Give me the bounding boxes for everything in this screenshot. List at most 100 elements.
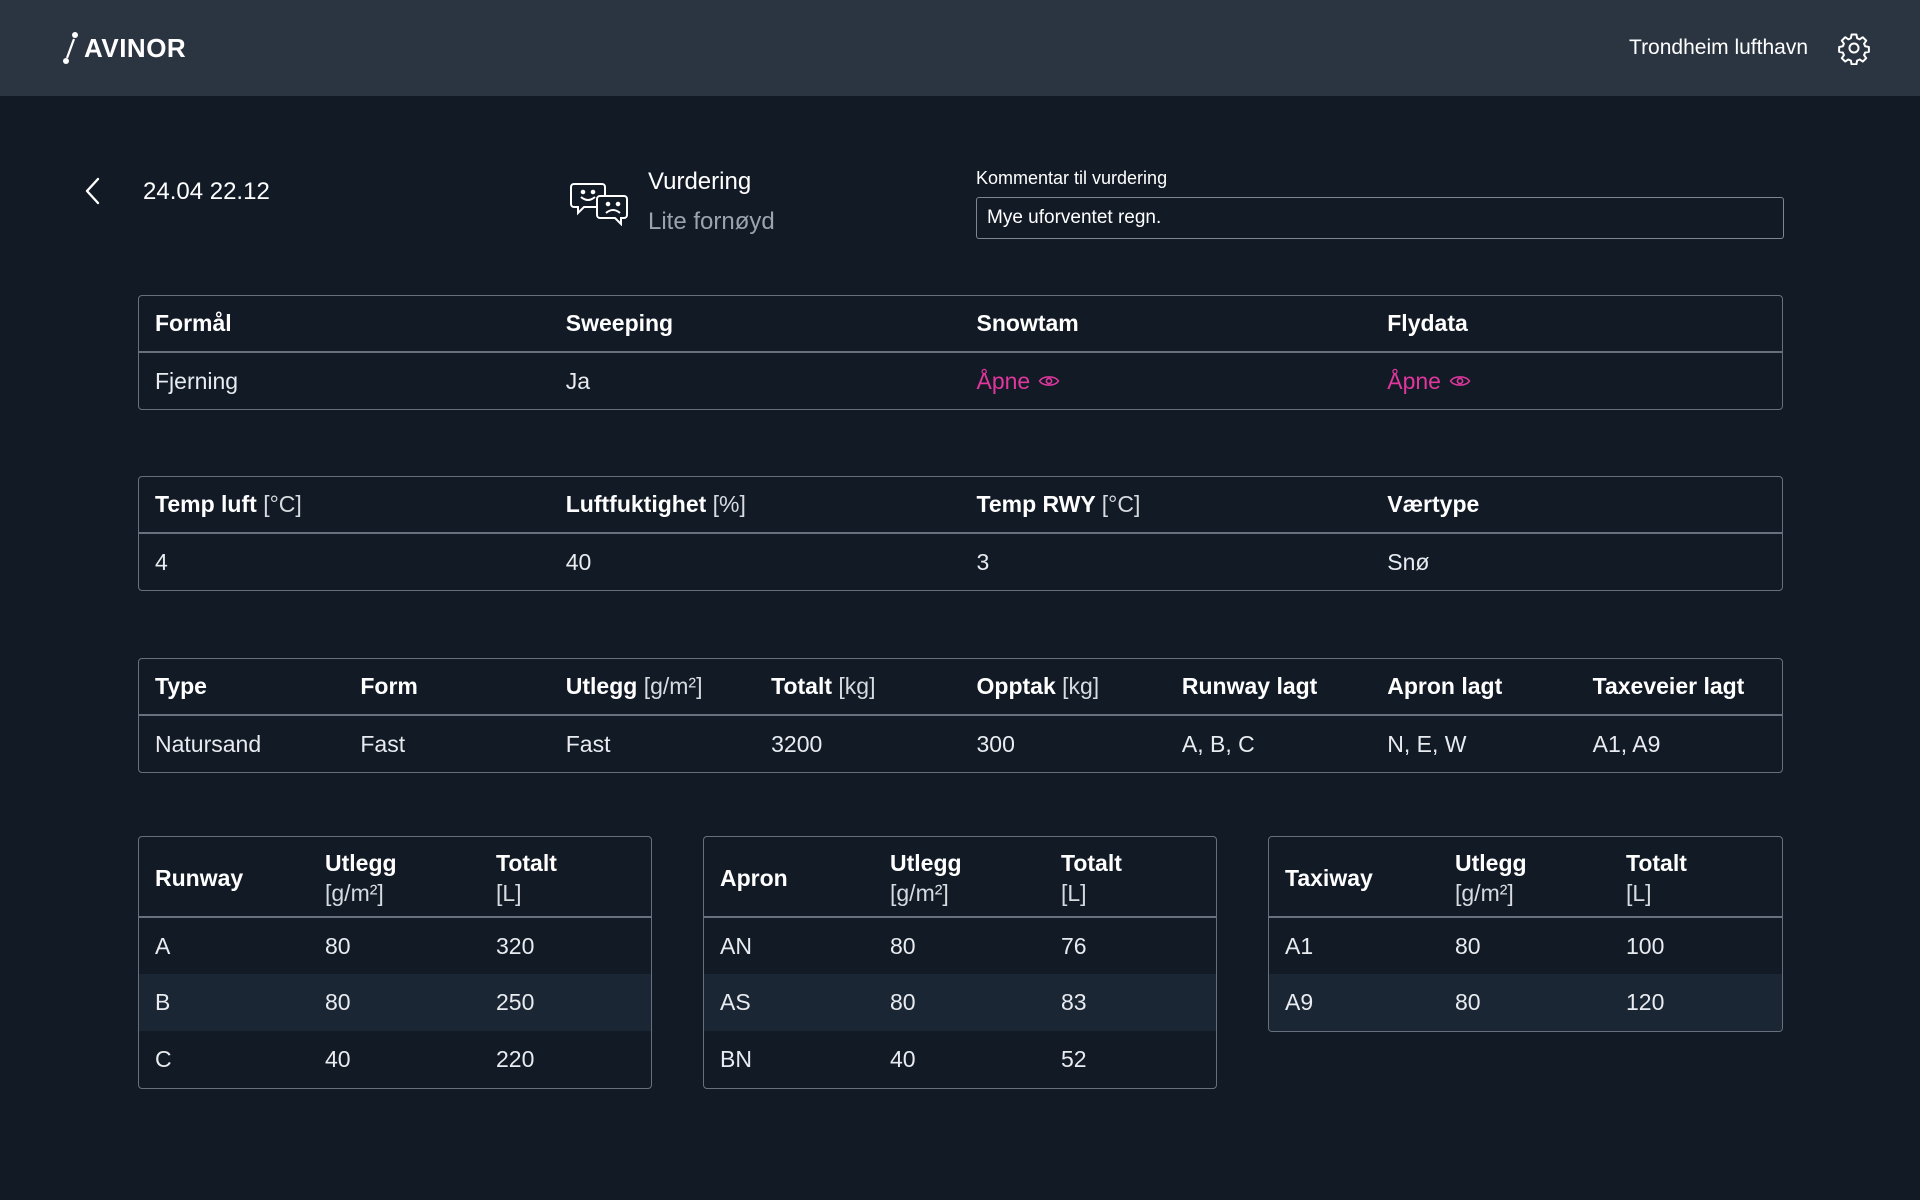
cell-runway-totalt: 220 bbox=[496, 1046, 535, 1072]
gear-icon bbox=[1838, 33, 1870, 65]
cell-runway-totalt: 320 bbox=[496, 932, 535, 959]
snowtam-open-link[interactable]: Åpne bbox=[977, 368, 1061, 395]
logo-text: AVINOR bbox=[84, 32, 187, 63]
header-weather-type: Værtype bbox=[1371, 477, 1782, 534]
table-row: Natursand Fast Fast 3200 300 A, B, C N, … bbox=[139, 715, 1782, 772]
header-runway-utlegg: Utlegg [g/m²] bbox=[309, 837, 480, 918]
avinor-logo: AVINOR bbox=[62, 31, 186, 65]
cell-runway-utlegg: 40 bbox=[325, 1046, 351, 1072]
header-apron-totalt: Totalt [L] bbox=[1045, 837, 1216, 918]
eye-icon bbox=[1038, 376, 1060, 386]
cell-formal: Fjerning bbox=[155, 367, 239, 394]
cell-temp-rwy: 3 bbox=[976, 548, 990, 575]
flydata-open-link[interactable]: Åpne bbox=[1387, 368, 1471, 395]
snowtam-open-label: Åpne bbox=[976, 367, 1031, 394]
top-bar: AVINOR Trondheim lufthavn bbox=[0, 0, 1920, 96]
material-table: Type Form Utlegg [g/m²] Totalt [kg] Oppt… bbox=[138, 658, 1783, 773]
cell-runway-totalt: 250 bbox=[480, 974, 651, 1031]
table-row: AS 80 83 bbox=[704, 974, 1216, 1031]
cell-temp-air: 4 bbox=[155, 548, 168, 575]
rating-title: Vurdering bbox=[648, 168, 752, 195]
header-runway-lagt: Runway lagt bbox=[1165, 659, 1372, 716]
cell-runway-lagt: A, B, C bbox=[1181, 730, 1255, 757]
table-row: A9 80 120 bbox=[1269, 974, 1782, 1031]
cell-apron-lagt: N, E, W bbox=[1387, 730, 1467, 757]
table-row: A1 80 100 bbox=[1269, 917, 1782, 974]
cell-runway-name: B bbox=[139, 974, 309, 1031]
header-taxiway-totalt: Totalt [L] bbox=[1610, 837, 1782, 918]
cell-taxeveier-lagt: A1, A9 bbox=[1592, 730, 1661, 757]
cell-taxiway-utlegg: 80 bbox=[1455, 932, 1481, 959]
header-form: Form bbox=[344, 659, 550, 716]
eye-icon bbox=[1449, 376, 1471, 386]
cell-apron-name: AS bbox=[704, 974, 874, 1031]
cell-runway-name: A bbox=[155, 932, 171, 959]
cell-apron-name: AN bbox=[720, 932, 752, 959]
cell-utlegg: Fast bbox=[565, 730, 611, 757]
cell-opptak: 300 bbox=[976, 730, 1015, 757]
header-taxiway-utlegg: Utlegg [g/m²] bbox=[1439, 837, 1610, 918]
comment-input[interactable] bbox=[976, 197, 1784, 239]
cell-apron-utlegg: 80 bbox=[890, 932, 916, 959]
header-type: Type bbox=[139, 659, 345, 716]
header-runway: Runway bbox=[139, 837, 309, 918]
header-humidity: Luftfuktighet [%] bbox=[549, 477, 961, 534]
table-row: A 80 320 bbox=[139, 917, 651, 974]
table-row: Fjerning Ja Åpne Åpne bbox=[139, 352, 1782, 409]
assessment-header: 24.04 22.12 Vurdering Lite fornøyd Komme… bbox=[0, 160, 1920, 240]
cell-sweeping: Ja bbox=[565, 367, 591, 394]
header-sweeping: Sweeping bbox=[549, 296, 961, 353]
apron-table: Apron Utlegg [g/m²] Totalt [L] AN 80 76 AS… bbox=[703, 836, 1217, 1089]
cell-form: Fast bbox=[360, 730, 406, 757]
cell-taxiway-totalt: 100 bbox=[1626, 932, 1665, 959]
table-row: C 40 220 bbox=[139, 1031, 651, 1088]
weather-table: Temp luft [°C] Luftfuktighet [%] Temp RW… bbox=[138, 476, 1783, 591]
rating-value: Lite fornøyd bbox=[648, 208, 775, 235]
cell-apron-totalt: 76 bbox=[1061, 932, 1087, 959]
header-temp-air: Temp luft [°C] bbox=[139, 477, 550, 534]
cell-runway-utlegg: 80 bbox=[325, 932, 351, 959]
cell-type: Natursand bbox=[155, 730, 262, 757]
flydata-open-label: Åpne bbox=[1387, 367, 1441, 394]
datetime: 24.04 22.12 bbox=[143, 178, 270, 205]
comment-label: Kommentar til vurdering bbox=[976, 168, 1168, 188]
purpose-table: Formål Sweeping Snowtam Flydata Fjerning… bbox=[138, 295, 1783, 410]
rating-faces-icon bbox=[570, 183, 628, 226]
cell-apron-utlegg: 80 bbox=[874, 974, 1045, 1031]
cell-apron-totalt: 83 bbox=[1045, 974, 1216, 1031]
chevron-left-icon bbox=[85, 177, 100, 205]
header-opptak: Opptak [kg] bbox=[960, 659, 1166, 716]
avinor-logo-icon bbox=[63, 32, 78, 64]
cell-apron-name: BN bbox=[720, 1046, 752, 1072]
header-totalt: Totalt [kg] bbox=[755, 659, 961, 716]
header-taxiway: Taxiway bbox=[1269, 837, 1439, 918]
cell-weather-type: Snø bbox=[1387, 548, 1430, 575]
settings-button[interactable] bbox=[1836, 30, 1872, 66]
table-row: AN 80 76 bbox=[704, 917, 1216, 974]
header-snowtam: Snowtam bbox=[960, 296, 1372, 353]
header-formal: Formål bbox=[139, 296, 550, 353]
table-row: BN 40 52 bbox=[704, 1031, 1216, 1088]
cell-taxiway-name: A9 bbox=[1269, 974, 1439, 1031]
header-taxeveier-lagt: Taxeveier lagt bbox=[1576, 659, 1782, 716]
cell-runway-utlegg: 80 bbox=[309, 974, 480, 1031]
header-flydata: Flydata bbox=[1371, 296, 1782, 353]
header-apron-utlegg: Utlegg [g/m²] bbox=[874, 837, 1045, 918]
cell-totalt: 3200 bbox=[771, 730, 823, 757]
cell-taxiway-totalt: 120 bbox=[1610, 974, 1782, 1031]
runway-table: Runway Utlegg [g/m²] Totalt [L] A 80 320 B… bbox=[138, 836, 652, 1089]
taxiway-table: Taxiway Utlegg [g/m²] Totalt [L] A1 80 100… bbox=[1268, 836, 1783, 1032]
back-button[interactable] bbox=[78, 174, 106, 208]
header-apron: Apron bbox=[704, 837, 874, 918]
cell-runway-name: C bbox=[155, 1046, 172, 1072]
cell-humidity: 40 bbox=[565, 548, 592, 575]
cell-taxiway-utlegg: 80 bbox=[1439, 974, 1610, 1031]
table-row: B 80 250 bbox=[139, 974, 651, 1031]
airport-name: Trondheim lufthavn bbox=[1629, 36, 1808, 59]
header-utlegg: Utlegg [g/m²] bbox=[549, 659, 756, 716]
cell-taxiway-name: A1 bbox=[1285, 932, 1314, 959]
cell-apron-totalt: 52 bbox=[1061, 1046, 1087, 1072]
table-row: 4 40 3 Snø bbox=[139, 533, 1782, 590]
header-apron-lagt: Apron lagt bbox=[1371, 659, 1577, 716]
header-temp-rwy: Temp RWY [°C] bbox=[960, 477, 1372, 534]
